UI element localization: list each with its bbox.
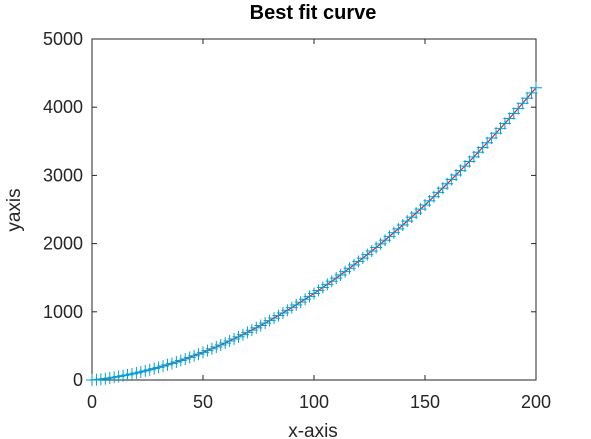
y-tick-label: 0 (73, 370, 83, 390)
fit-curve-line (91, 87, 537, 381)
x-tick-label: 200 (521, 392, 551, 412)
y-axis-ticks: 0 1000 2000 3000 4000 5000 (43, 29, 536, 390)
y-tick-label: 4000 (43, 97, 83, 117)
data-point-marker (530, 81, 542, 94)
y-axis-label: yaxis (4, 188, 25, 231)
y-tick-label: 1000 (43, 302, 83, 322)
x-tick-label: 0 (87, 392, 97, 412)
y-tick-label: 2000 (43, 234, 83, 254)
x-tick-label: 100 (299, 392, 329, 412)
x-axis-ticks: 0 50 100 150 200 (87, 39, 551, 412)
fit-line (91, 87, 537, 381)
data-markers (86, 81, 542, 386)
x-tick-label: 50 (193, 392, 213, 412)
y-tick-label: 3000 (43, 165, 83, 185)
plot-frame (91, 38, 537, 381)
chart-title: Best fit curve (250, 2, 377, 24)
y-tick-label: 5000 (43, 29, 83, 49)
x-tick-label: 150 (410, 392, 440, 412)
x-axis-label: x-axis (288, 421, 338, 439)
